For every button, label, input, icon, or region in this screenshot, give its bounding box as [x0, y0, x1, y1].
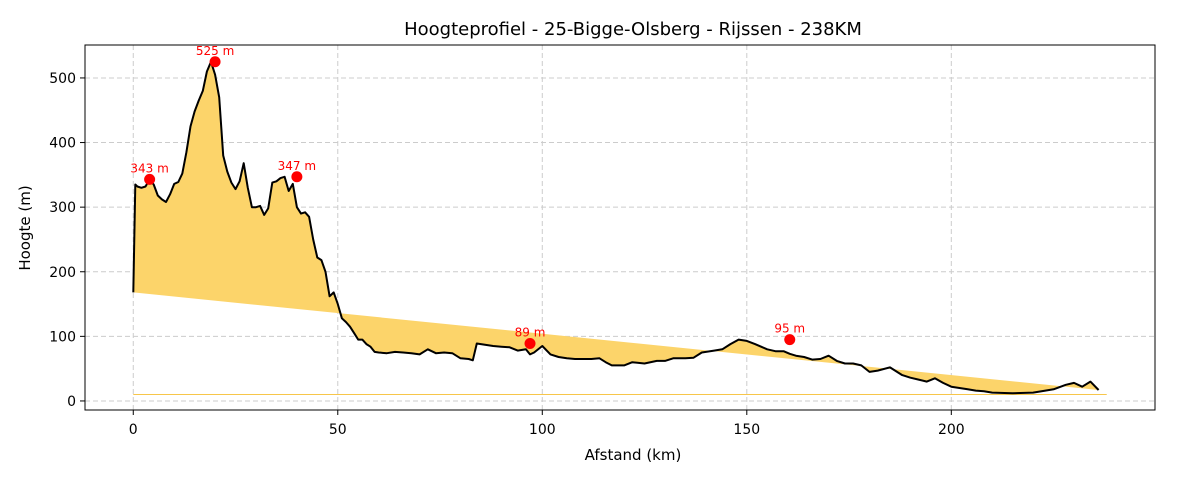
plot-frame — [84, 44, 1156, 411]
y-tick-label: 400 — [49, 136, 76, 152]
x-tick-label: 50 — [329, 422, 347, 438]
peak-label: 525 m — [196, 44, 234, 58]
x-tick-label: 200 — [938, 422, 965, 438]
peak-label: 95 m — [774, 322, 805, 336]
peak-markers: 343 m 525 m 347 m 89 m 95 m — [130, 44, 805, 349]
y-tick-label: 100 — [49, 329, 76, 345]
y-axis-ticks: 0 100 200 300 400 500 — [49, 71, 85, 410]
elevation-line — [132, 60, 1100, 395]
x-axis-ticks: 0 50 100 150 200 — [129, 410, 965, 438]
y-axis-label: Hoogte (m) — [16, 185, 34, 270]
peak-label: 347 m — [278, 159, 316, 173]
y-tick-label: 200 — [49, 265, 76, 281]
peak-label: 343 m — [130, 161, 168, 175]
chart-title: Hoogteprofiel - 25-Bigge-Olsberg - Rijss… — [404, 19, 862, 40]
peak-label: 89 m — [515, 325, 546, 339]
peak-marker — [209, 56, 221, 68]
y-tick-label: 500 — [49, 71, 76, 87]
grid — [85, 45, 1155, 410]
peak-marker — [291, 171, 303, 183]
peak-marker — [784, 334, 796, 346]
peak-marker — [524, 337, 536, 349]
y-tick-label: 300 — [49, 200, 76, 216]
elevation-fill — [133, 61, 1099, 394]
x-tick-label: 0 — [129, 422, 138, 438]
y-tick-label: 0 — [67, 394, 76, 410]
x-tick-label: 150 — [733, 422, 760, 438]
x-axis-label: Afstand (km) — [585, 446, 682, 464]
x-tick-label: 100 — [529, 422, 556, 438]
peak-marker — [144, 173, 156, 185]
